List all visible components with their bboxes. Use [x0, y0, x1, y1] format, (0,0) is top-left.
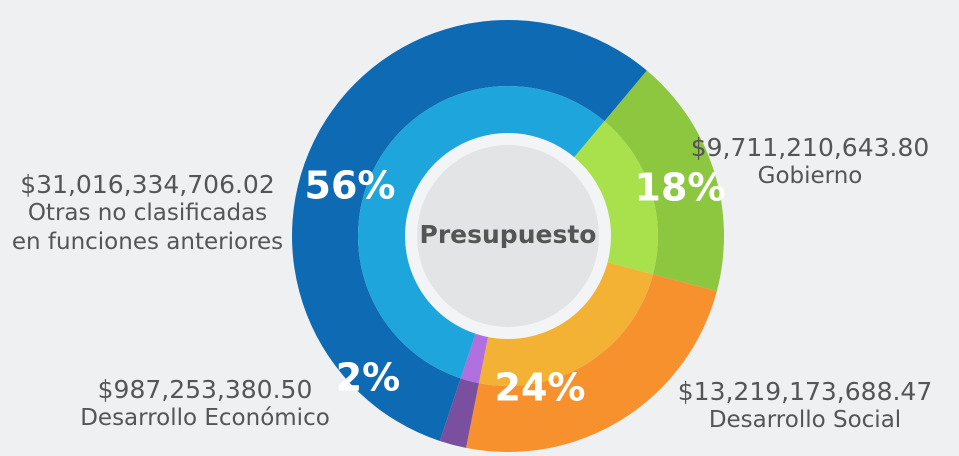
percent-label: 2% — [336, 356, 401, 400]
amount-label: $9,711,210,643.80 — [690, 133, 930, 162]
slice-inner — [358, 86, 605, 379]
slice-outer — [439, 378, 479, 448]
slice-inner — [572, 121, 658, 275]
slice-inner — [460, 330, 489, 384]
slice-label: $31,016,334,706.02 Otras no clasificadas … — [10, 170, 285, 257]
category-label: Desarrollo Económico — [80, 405, 330, 431]
slice-label: $13,219,173,688.47 Desarrollo Social — [645, 377, 959, 435]
slice-outer — [292, 20, 647, 441]
category-label: Desarrollo Social — [708, 407, 902, 433]
amount-label: $31,016,334,706.02 — [20, 170, 275, 199]
percent-label: 18% — [635, 166, 726, 210]
slice-inner — [478, 261, 654, 386]
center-label: Presupuesto — [420, 220, 597, 249]
amount-label: $13,219,173,688.47 — [677, 377, 933, 406]
category-label: Otras no clasificadas en funciones anter… — [11, 200, 284, 255]
category-label: Gobierno — [757, 163, 863, 189]
slices — [292, 20, 724, 452]
slice-label: $987,253,380.50 Desarrollo Económico — [40, 375, 370, 433]
percent-label: 56% — [305, 164, 396, 208]
center-disc — [417, 145, 599, 327]
percent-label: 24% — [495, 366, 586, 410]
slice-outer — [466, 274, 717, 452]
slice-outer — [604, 70, 724, 292]
slice-label: $9,711,210,643.80 Gobierno — [650, 133, 959, 191]
amount-label: $987,253,380.50 — [97, 375, 313, 404]
